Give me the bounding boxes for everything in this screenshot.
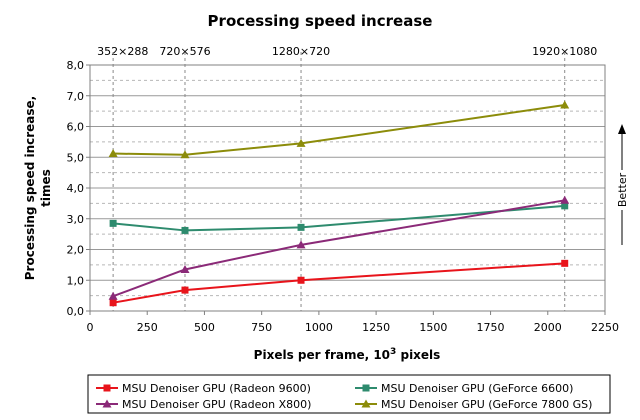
y-tick-label: 2,0 [67, 244, 85, 257]
resolution-label: 1920×1080 [532, 45, 597, 58]
data-point [108, 291, 118, 300]
x-tick-label: 500 [194, 321, 215, 334]
y-tick-label: 1,0 [67, 274, 85, 287]
data-point [561, 202, 569, 210]
x-axis-title: Pixels per frame, 103 pixels [254, 347, 441, 362]
x-tick-label: 0 [87, 321, 94, 334]
better-label: Better [616, 172, 629, 207]
x-axis-ticks: 0 250 500 750 1000 1250 1500 1750 2000 2250 [87, 311, 619, 334]
resolution-label: 1280×720 [272, 45, 330, 58]
data-point [296, 240, 306, 249]
data-point [560, 195, 570, 204]
resolution-labels: 352×288 720×576 1280×720 1920×1080 [97, 45, 597, 58]
legend-label: MSU Denoiser GPU (GeForce 6600) [381, 382, 573, 395]
data-point [181, 286, 189, 294]
x-tick-label: 2250 [591, 321, 619, 334]
data-point [560, 100, 570, 109]
legend-item: MSU Denoiser GPU (Radeon X800) [96, 398, 311, 411]
legend: MSU Denoiser GPU (Radeon 9600) MSU Denois… [87, 374, 611, 414]
y-tick-label: 7,0 [67, 90, 85, 103]
data-point [108, 149, 118, 158]
x-tick-label: 1750 [477, 321, 505, 334]
better-indicator: Better [615, 124, 629, 245]
x-axis-title-main: Pixels per frame, 10 [254, 348, 390, 362]
legend-item: MSU Denoiser GPU (GeForce 6600) [355, 382, 573, 395]
series-3 [108, 195, 570, 300]
data-point [109, 299, 117, 307]
legend-swatch-marker [362, 384, 370, 392]
legend-label: MSU Denoiser GPU (Radeon 9600) [122, 382, 311, 395]
x-tick-label: 1000 [305, 321, 333, 334]
data-point [297, 223, 305, 231]
series-line [113, 103, 565, 156]
x-tick-label: 1500 [419, 321, 447, 334]
y-tick-label: 8,0 [67, 59, 85, 72]
data-point [181, 226, 189, 234]
series-line [113, 204, 565, 232]
series-4 [108, 100, 570, 159]
chart-title: Processing speed increase [208, 12, 433, 30]
x-tick-label: 750 [251, 321, 272, 334]
y-axis-title-line2: times [39, 169, 53, 207]
y-axis-ticks: 0,0 1,0 2,0 3,0 4,0 5,0 6,0 7,0 8,0 [67, 59, 90, 318]
series-line [112, 199, 565, 298]
grid-lines [90, 79, 605, 297]
data-point [109, 219, 117, 227]
y-tick-label: 5,0 [67, 151, 85, 164]
legend-item: MSU Denoiser GPU (GeForce 7800 GS) [355, 398, 592, 411]
legend-label: MSU Denoiser GPU (GeForce 7800 GS) [381, 398, 592, 411]
series-line [112, 262, 565, 304]
y-tick-label: 4,0 [67, 182, 85, 195]
resolution-guide-lines [112, 52, 566, 311]
data-point [561, 259, 569, 267]
x-axis-title-tail: pixels [396, 348, 440, 362]
legend-swatch-marker [102, 399, 112, 408]
legend-items: MSU Denoiser GPU (Radeon 9600) MSU Denois… [96, 382, 592, 411]
legend-item: MSU Denoiser GPU (Radeon 9600) [96, 382, 311, 395]
data-point [297, 276, 305, 284]
x-axis-title-sup: 3 [390, 347, 396, 357]
series-1 [109, 259, 569, 307]
y-axis-title-line1: Processing speed increase, [23, 96, 37, 280]
resolution-label: 352×288 [97, 45, 148, 58]
y-tick-label: 3,0 [67, 213, 85, 226]
series-2 [109, 202, 569, 234]
better-label-bg [615, 170, 629, 210]
legend-box [87, 374, 611, 414]
data-point [180, 150, 190, 159]
series-group [108, 100, 570, 307]
better-arrow-head [618, 124, 626, 134]
data-point [180, 264, 190, 273]
x-tick-label: 1250 [362, 321, 390, 334]
data-point [296, 138, 306, 147]
resolution-label: 720×576 [159, 45, 210, 58]
x-tick-label: 2000 [534, 321, 562, 334]
x-tick-label: 250 [137, 321, 158, 334]
legend-swatch-marker [361, 399, 371, 408]
y-tick-label: 6,0 [67, 121, 85, 134]
legend-label: MSU Denoiser GPU (Radeon X800) [122, 398, 311, 411]
legend-swatch-marker [103, 384, 111, 392]
y-tick-label: 0,0 [67, 305, 85, 318]
